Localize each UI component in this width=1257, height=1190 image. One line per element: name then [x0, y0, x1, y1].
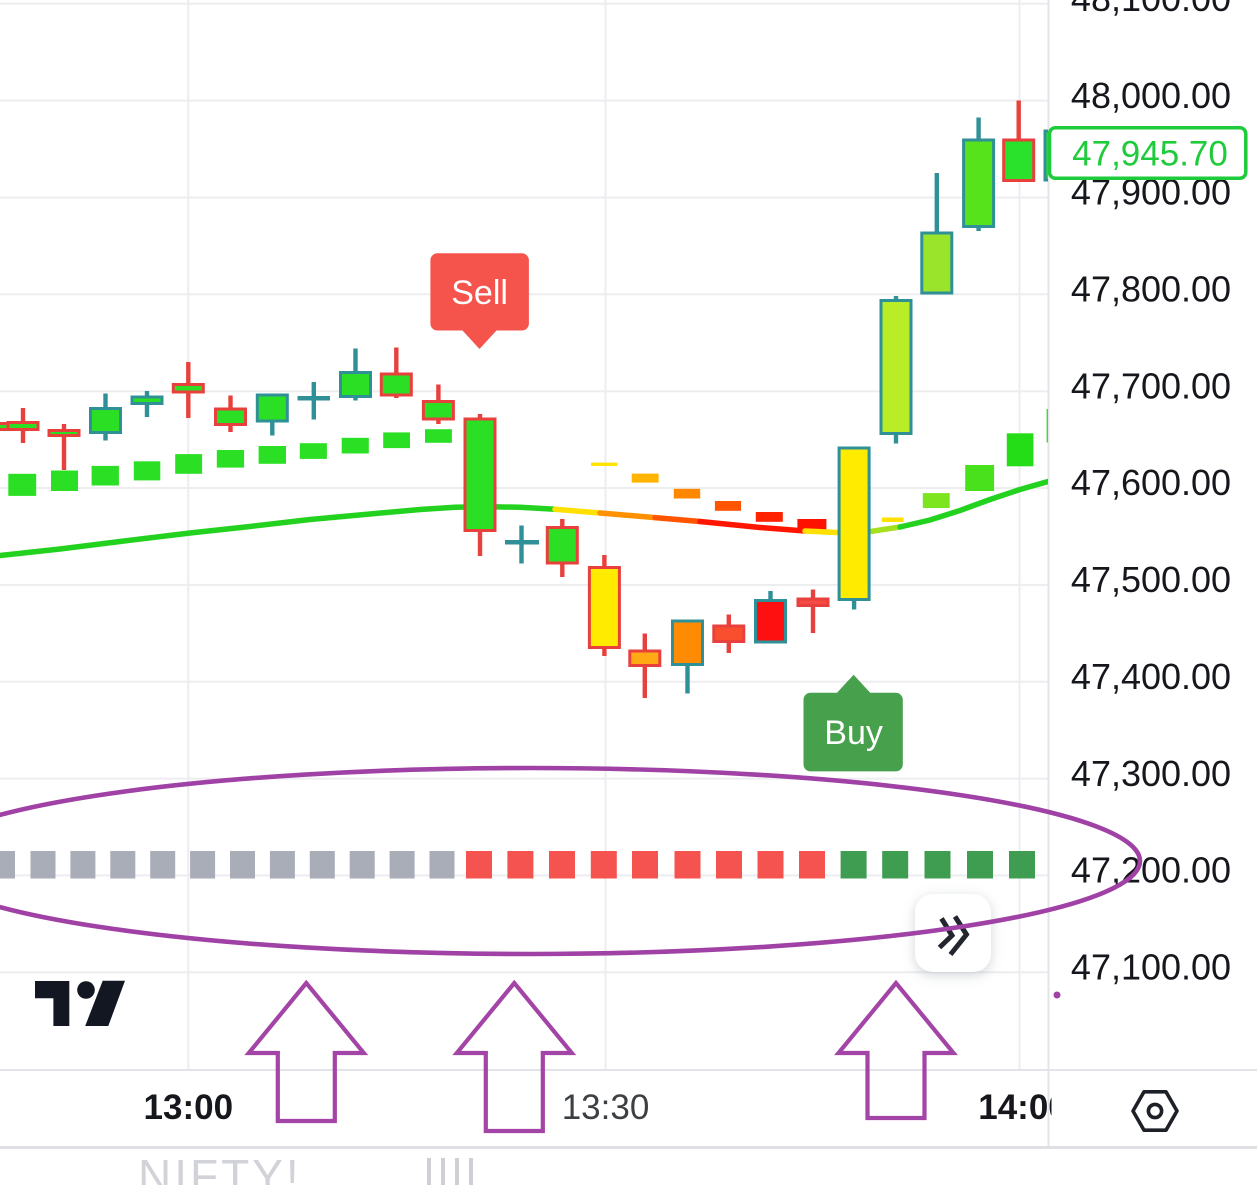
svg-text:47,200.00: 47,200.00: [1071, 850, 1231, 891]
svg-text:47,500.00: 47,500.00: [1071, 559, 1231, 600]
svg-text:47,945.70: 47,945.70: [1072, 134, 1228, 173]
svg-text:47,700.00: 47,700.00: [1071, 365, 1231, 406]
svg-text:47,600.00: 47,600.00: [1071, 462, 1231, 503]
svg-text:14:00: 14:00: [978, 1088, 1068, 1127]
svg-text:13:00: 13:00: [144, 1088, 234, 1127]
svg-text:48,000.00: 48,000.00: [1071, 75, 1231, 116]
svg-text:47,800.00: 47,800.00: [1071, 269, 1231, 310]
svg-text:47,100.00: 47,100.00: [1071, 947, 1231, 988]
svg-text:Buy: Buy: [824, 714, 883, 752]
svg-text:47,300.00: 47,300.00: [1071, 753, 1231, 794]
svg-text:NIFTY!: NIFTY!: [138, 1150, 302, 1185]
svg-text:Sell: Sell: [451, 274, 508, 312]
svg-text:48,100.00: 48,100.00: [1071, 0, 1231, 19]
svg-text:47,400.00: 47,400.00: [1071, 656, 1231, 697]
svg-text:13:30: 13:30: [562, 1088, 650, 1127]
